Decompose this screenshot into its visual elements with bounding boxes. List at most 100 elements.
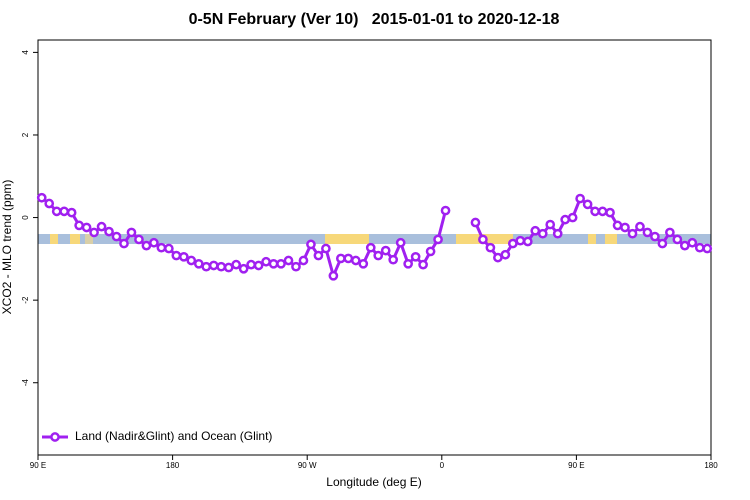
ocean-strip (38, 234, 711, 244)
data-point (44, 198, 55, 209)
data-point (515, 235, 526, 246)
data-point (373, 250, 384, 261)
data-point (522, 236, 533, 247)
data-point (313, 250, 324, 261)
data-point (470, 217, 481, 228)
data-point (425, 246, 436, 257)
x-axis-title: Longitude (deg E) (326, 475, 421, 489)
data-point (365, 242, 376, 253)
land-patch (605, 234, 617, 244)
data-point (328, 270, 339, 281)
data-point (605, 207, 615, 218)
data-point (268, 258, 279, 269)
data-point (552, 228, 563, 239)
x-tick-label: 180 (166, 461, 180, 470)
data-point (493, 252, 503, 263)
data-point (261, 256, 271, 267)
data-point (672, 234, 683, 245)
data-point (51, 206, 62, 217)
legend-swatch-point (50, 432, 60, 442)
data-point (380, 245, 391, 256)
data-point (253, 260, 264, 271)
data-point (178, 251, 189, 262)
data-point (612, 220, 623, 231)
legend: Land (Nadir&Glint) and Ocean (Glint) (42, 429, 272, 443)
data-point (627, 228, 638, 239)
data-point (276, 258, 286, 269)
land-patch (588, 234, 596, 244)
data-point (620, 222, 630, 233)
data-point (231, 259, 242, 270)
data-point (687, 237, 698, 248)
data-point (665, 227, 675, 238)
y-tick-label: 0 (21, 215, 30, 220)
data-point (410, 251, 421, 262)
data-point (186, 255, 197, 266)
data-point (193, 258, 204, 269)
data-point (298, 255, 309, 266)
data-point (119, 238, 129, 249)
data-point (702, 243, 713, 254)
data-point (679, 240, 690, 251)
data-point (388, 254, 399, 265)
data-point (694, 242, 705, 253)
data-point (134, 234, 144, 245)
data-point (485, 242, 496, 253)
data-point (96, 221, 107, 232)
data-point (238, 263, 249, 274)
data-point (201, 261, 212, 272)
data-point (66, 207, 77, 218)
data-point (403, 258, 413, 269)
data-point (171, 250, 182, 261)
land-patch (325, 234, 369, 244)
data-point (530, 225, 541, 236)
data-point (149, 237, 159, 248)
data-point (156, 242, 167, 253)
x-tick-label: 90 W (298, 461, 317, 470)
y-tick-label: 4 (21, 50, 30, 55)
data-point (216, 261, 227, 272)
data-point (560, 214, 571, 225)
x-tick-label: 180 (704, 461, 718, 470)
data-point (343, 253, 354, 264)
data-point (567, 212, 578, 223)
y-axis-title: XCO2 - MLO trend (ppm) (0, 180, 14, 315)
data-point (395, 237, 406, 248)
data-point (597, 206, 608, 217)
data-point (433, 234, 443, 245)
data-point (291, 261, 301, 272)
data-point (321, 243, 331, 254)
data-point (36, 192, 47, 203)
legend-label: Land (Nadir&Glint) and Ocean (Glint) (75, 429, 272, 443)
data-point (582, 199, 593, 210)
data-point (537, 228, 548, 239)
data-point (104, 226, 114, 237)
x-tick-label: 0 (440, 461, 445, 470)
data-point (126, 227, 137, 238)
data-point (650, 231, 660, 242)
data-point (545, 219, 556, 230)
data-point (642, 227, 653, 238)
data-point (141, 240, 152, 251)
data-point (89, 227, 99, 238)
data-point (358, 258, 369, 269)
chart-title: 0-5N February (Ver 10) 2015-01-01 to 202… (189, 11, 560, 28)
data-point (478, 234, 488, 245)
data-point (350, 255, 361, 266)
x-tick-label: 90 E (568, 461, 584, 470)
data-point (500, 249, 511, 260)
data-point (164, 243, 174, 254)
data-point (223, 262, 234, 273)
data-point (74, 220, 84, 231)
data-point (336, 253, 346, 264)
data-point (418, 259, 428, 270)
y-tick-label: -2 (21, 296, 30, 304)
data-point (575, 193, 585, 204)
data-point (246, 259, 256, 270)
land-patch (50, 234, 58, 244)
data-point (111, 231, 122, 242)
data-point (635, 221, 645, 232)
y-tick-label: -4 (21, 379, 30, 387)
data-point (657, 238, 668, 249)
